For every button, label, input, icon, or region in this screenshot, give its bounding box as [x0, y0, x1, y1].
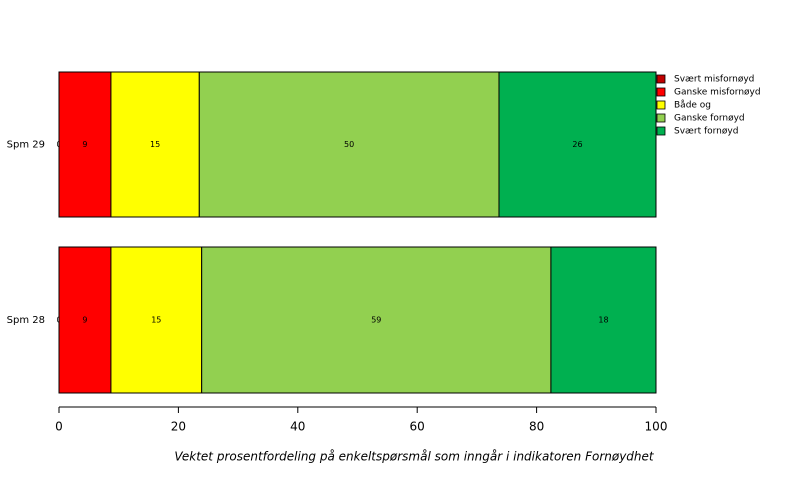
x-tick-label: 20	[171, 420, 186, 434]
bar-segment	[110, 71, 200, 218]
legend-swatch	[656, 74, 666, 84]
legend-label: Svært misfornøyd	[674, 75, 754, 85]
x-tick-label: 0	[55, 420, 63, 434]
bar-segment	[201, 246, 552, 394]
x-axis-label: Vektet prosentfordeling på enkeltspørsmå…	[174, 450, 655, 464]
bar-segment	[550, 246, 657, 394]
x-tick-label: 80	[529, 420, 544, 434]
data-label: 15	[151, 316, 161, 325]
x-tick-label: 60	[410, 420, 425, 434]
legend-swatch	[656, 100, 666, 110]
legend-swatch	[656, 113, 666, 123]
data-label: 9	[82, 140, 87, 149]
data-label: 9	[82, 316, 87, 325]
data-label: 18	[598, 316, 608, 325]
bar-segment	[58, 71, 112, 218]
legend-swatch	[656, 87, 666, 97]
x-tick-label: 40	[290, 420, 305, 434]
data-label: 59	[371, 316, 381, 325]
bar-segment	[498, 71, 657, 218]
legend-swatch	[656, 126, 666, 136]
y-tick-label: Spm 29	[7, 140, 45, 151]
y-tick-label: Spm 28	[7, 315, 45, 326]
data-label: 15	[150, 140, 160, 149]
bar-segment	[58, 246, 112, 394]
legend-label: Både og	[674, 100, 711, 111]
bar-segment	[110, 246, 203, 394]
legend-label: Ganske fornøyd	[674, 114, 745, 124]
legend-label: Ganske misfornøyd	[674, 88, 761, 98]
x-tick-label: 100	[645, 420, 668, 434]
data-label: 50	[344, 140, 354, 149]
data-label: 26	[572, 140, 582, 149]
bar-segment	[198, 71, 500, 218]
legend-label: Svært fornøyd	[674, 127, 738, 137]
